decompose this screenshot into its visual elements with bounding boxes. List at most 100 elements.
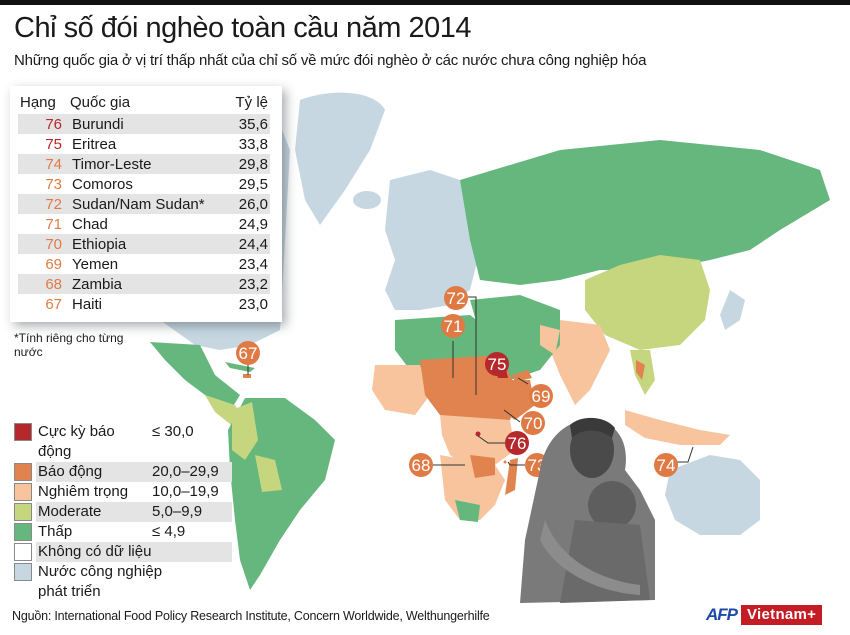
svg-text:74: 74 [657,456,676,475]
region-haiti [243,374,251,378]
row-country: Burundi [72,115,124,133]
col-rank-header: Hạng [20,93,56,111]
table-row: 70 Ethiopia 24,4 [18,234,270,254]
legend-label: Thấp [38,523,73,540]
row-rank: 68 [45,275,62,293]
marker-70: 70 [521,411,545,435]
legend-item-serious: Nghiêm trọng 10,0–19,9 [12,482,232,502]
afp-logo: AFP [706,605,738,624]
logos: AFP Vietnam+ [706,605,823,625]
map-legend: Cực kỳ báo động ≤ 30,0 Báo động 20,0–29,… [12,422,232,602]
row-rank: 73 [45,175,62,193]
page-title: Chỉ số đói nghèo toàn cầu năm 2014 [14,12,472,44]
row-rank: 74 [45,155,62,173]
marker-67: 67 [236,341,260,365]
row-rate: 23,4 [238,255,268,273]
source-credit: Nguồn: International Food Policy Researc… [12,609,490,623]
svg-text:68: 68 [412,456,431,475]
legend-range: 5,0–9,9 [152,502,232,522]
marker-69: 69 [529,384,553,408]
table-row: 67 Haiti 23,0 [18,294,270,314]
row-rate: 33,8 [238,135,268,153]
region-australia [665,455,760,535]
legend-swatch [14,463,32,481]
row-country: Comoros [72,175,133,193]
table-footnote: *Tính riêng cho từng nước [14,331,124,359]
region-russia [460,140,830,285]
marker-68: 68 [409,453,433,477]
legend-label: Moderate [36,502,152,522]
region-zambia [470,455,495,478]
photo-mother-child [520,417,655,603]
svg-text:67: 67 [239,344,258,363]
region-laos [636,360,645,380]
legend-swatch [14,523,32,541]
region-burundi [475,431,481,437]
region-madagascar [505,458,518,495]
row-rate: 24,4 [238,235,268,253]
region-indonesia [625,410,730,445]
table-row: 71 Chad 24,9 [18,214,270,234]
svg-text:69: 69 [532,387,551,406]
row-rate: 29,5 [238,175,268,193]
marker-75: 75 [485,352,509,376]
svg-text:72: 72 [447,289,466,308]
table-row: 69 Yemen 23,4 [18,254,270,274]
page-subtitle: Những quốc gia ở vị trí thấp nhất của ch… [14,52,647,69]
table-row: 72 Sudan/Nam Sudan* 26,0 [18,194,270,214]
row-rank: 69 [45,255,62,273]
row-rate: 29,8 [238,155,268,173]
legend-swatch [14,503,32,521]
region-china [585,255,710,350]
svg-text:70: 70 [524,414,543,433]
legend-swatch [14,543,32,561]
region-comoros [503,460,507,464]
legend-range: ≤ 30,0 [152,423,194,440]
row-rank: 75 [45,135,62,153]
legend-label: Cực kỳ báo động [38,423,115,460]
row-rank: 71 [45,215,62,233]
row-country: Zambia [72,275,123,293]
legend-range: 20,0–29,9 [152,462,232,482]
table-row: 74 Timor-Leste 29,8 [18,154,270,174]
legend-item-alarming: Báo động 20,0–29,9 [12,462,232,482]
row-rate: 23,0 [238,295,268,313]
ranking-table: Hạng Quốc gia Tỷ lệ 76 Burundi 35,6 75 E… [10,86,282,322]
col-country-header: Quốc gia [70,93,131,111]
region-middle-east [470,295,560,380]
row-country: Sudan/Nam Sudan* [72,195,205,213]
row-rank: 76 [45,115,62,133]
legend-swatch [14,483,32,501]
region-yemen [512,370,532,382]
row-country: Chad [72,215,108,233]
region-ethiopia [495,380,535,420]
legend-item-no-data: Không có dữ liệu [12,542,232,562]
legend-label: Không có dữ liệu [36,542,232,562]
row-country: Timor-Leste [72,155,152,173]
legend-range: 10,0–19,9 [152,483,219,500]
table-row: 75 Eritrea 33,8 [18,134,270,154]
row-country: Yemen [72,255,119,273]
row-rank: 70 [45,235,62,253]
legend-label: Nghiêm trọng [38,483,129,500]
svg-text:76: 76 [508,434,527,453]
legend-item-extreme: Cực kỳ báo động ≤ 30,0 [12,422,232,462]
marker-72: 72 [444,286,468,310]
region-europe [385,170,480,310]
svg-text:75: 75 [488,355,507,374]
region-mexico [150,342,240,408]
legend-label: Nước công nghiệp phát triển [38,563,163,600]
table-row: 73 Comoros 29,5 [18,174,270,194]
row-rate: 24,9 [238,215,268,233]
region-south-america [228,398,335,590]
world-map: 72 71 75 69 70 76 68 73 [0,78,850,603]
legend-swatch [14,423,32,441]
region-greenland [295,92,385,225]
legend-item-moderate: Moderate 5,0–9,9 [12,502,232,522]
legend-item-industrialized: Nước công nghiệp phát triển [12,562,232,602]
table-header: Hạng Quốc gia Tỷ lệ [18,90,270,114]
vietnamplus-logo: Vietnam+ [741,605,823,625]
row-country: Ethiopia [72,235,127,253]
row-rate: 35,6 [238,115,268,133]
marker-71: 71 [441,314,465,338]
